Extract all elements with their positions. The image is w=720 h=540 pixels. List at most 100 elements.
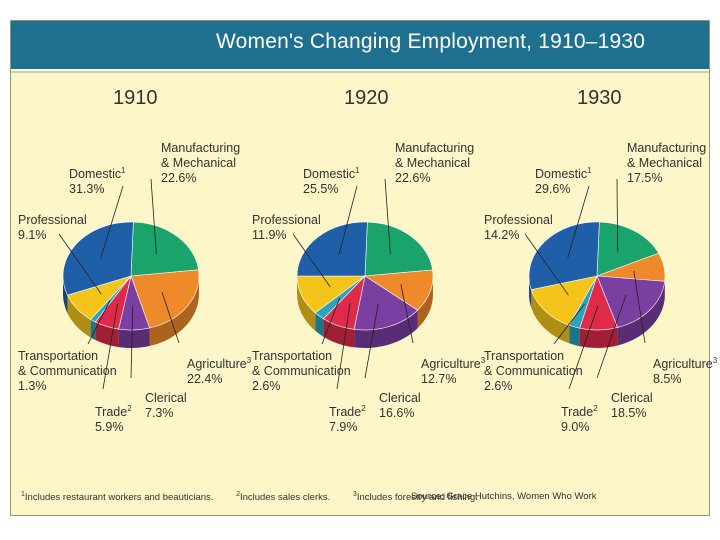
label-category-line1: Manufacturing: [395, 141, 475, 155]
pie-side-transportation-and-communication: [90, 319, 96, 340]
label-category: Domestic1: [303, 166, 360, 182]
leader-line-domestic: [338, 185, 358, 255]
label-trade-1930: Trade2 9.0%: [561, 401, 598, 435]
leader-line-trade: [336, 303, 351, 390]
label-category: Clerical: [611, 391, 653, 405]
pie-slice-manufacturing-and-mechanical: [596, 221, 660, 277]
chart-frame: Women's Changing Employment, 1910–1930 1…: [10, 20, 717, 516]
label-value: 22.4%: [187, 372, 223, 387]
label-value: 2.6%: [484, 379, 513, 393]
label-value: 11.9%: [252, 228, 287, 242]
label-category-line2: & Mechanical: [395, 156, 471, 170]
label-value: 9.0%: [561, 420, 590, 435]
pie-slice-clerical: [596, 275, 666, 328]
label-value: 9.1%: [18, 228, 47, 242]
label-category: Domestic1: [69, 166, 126, 182]
label-value: 12.7%: [421, 372, 457, 387]
pie-slice-domestic: [528, 221, 600, 291]
label-category: Trade2: [561, 404, 598, 420]
label-value: 8.5%: [653, 372, 682, 387]
leader-line-professional: [524, 233, 569, 296]
label-category: Professional: [18, 213, 87, 227]
label-value: 25.5%: [303, 182, 339, 197]
label-category-line1: Manufacturing: [627, 141, 707, 155]
label-professional-1910: Professional 9.1%: [18, 213, 87, 243]
label-category-line2: & Communication: [484, 364, 583, 378]
leader-line-domestic: [567, 185, 590, 258]
label-transportation-and-communication-1920: Transportation & Communication 2.6%: [252, 349, 351, 394]
label-category: Professional: [484, 213, 553, 227]
label-domestic-1930: Domestic1 29.6%: [535, 163, 592, 197]
label-category: Trade2: [95, 404, 132, 420]
footnote-mark: 3: [480, 356, 486, 365]
label-value: 29.6%: [535, 182, 571, 197]
pie-side-trade: [323, 318, 355, 348]
pie-side-clerical: [118, 327, 150, 348]
label-clerical-1910: Clerical 7.3%: [145, 391, 187, 421]
label-value: 1.3%: [18, 379, 47, 393]
leader-line-agriculture: [633, 270, 646, 344]
source-note: Source: Grace Hutchins, Women Who Work: [411, 491, 597, 502]
label-value: 31.3%: [69, 182, 105, 197]
label-category-line1: Transportation: [484, 349, 565, 363]
label-category-line2: & Communication: [252, 364, 351, 378]
footnote-mark: 2: [127, 404, 132, 413]
label-value: 2.6%: [252, 379, 281, 393]
pie-side-clerical: [354, 310, 418, 348]
leader-line-clerical: [130, 305, 134, 379]
label-domestic-1910: Domestic1 31.3%: [69, 163, 126, 197]
leader-line-agriculture: [161, 292, 180, 344]
title-bar: Women's Changing Employment, 1910–1930: [11, 21, 709, 69]
label-professional-1920: Professional 11.9%: [252, 213, 321, 243]
year-label-1910: 1910: [113, 87, 158, 109]
label-clerical-1930: Clerical 18.5%: [611, 391, 653, 421]
pie-chart-1910: [58, 178, 200, 390]
label-category-line2: & Mechanical: [161, 156, 237, 170]
label-manufacturing-and-mechanical-1930: Manufacturing & Mechanical 17.5%: [627, 141, 706, 186]
leader-line-manufacturing-and-mechanical: [616, 178, 619, 252]
pie-side-clerical: [617, 281, 665, 346]
label-value: 16.6%: [379, 406, 415, 420]
leader-line-domestic: [100, 185, 124, 259]
title-divider: [11, 71, 709, 73]
leader-line-manufacturing-and-mechanical: [384, 178, 391, 255]
label-clerical-1920: Clerical 16.6%: [379, 391, 421, 421]
label-category-line1: Transportation: [18, 349, 99, 363]
leader-line-transportation-and-communication: [87, 300, 111, 345]
pie-side-professional: [531, 289, 570, 344]
label-category: Professional: [252, 213, 321, 227]
label-trade-1920: Trade2 7.9%: [329, 401, 366, 435]
label-category-line1: Transportation: [252, 349, 333, 363]
leader-line-professional: [58, 233, 102, 295]
label-value: 22.6%: [395, 171, 431, 185]
pie-slice-manufacturing-and-mechanical: [364, 221, 433, 277]
leader-line-trade: [568, 305, 599, 390]
leader-line-manufacturing-and-mechanical: [150, 178, 157, 255]
label-transportation-and-communication-1910: Transportation & Communication 1.3%: [18, 349, 117, 394]
pie-side-professional: [67, 295, 91, 338]
label-transportation-and-communication-1930: Transportation & Communication 2.6%: [484, 349, 583, 394]
label-category: Agriculture3: [653, 356, 718, 372]
label-value: 7.9%: [329, 420, 358, 435]
pie-chart-1930: [524, 178, 666, 390]
year-label-1930: 1930: [577, 87, 622, 109]
label-category: Clerical: [379, 391, 421, 405]
label-agriculture-1920: Agriculture3 12.7%: [421, 353, 485, 387]
leader-line-clerical: [364, 303, 379, 379]
label-professional-1930: Professional 14.2%: [484, 213, 553, 243]
footnote-mark: 1: [587, 166, 592, 175]
label-category: Agriculture3: [187, 356, 252, 372]
label-category: Clerical: [145, 391, 187, 405]
leader-line-clerical: [596, 294, 627, 379]
pie-side-trade: [579, 327, 618, 348]
label-manufacturing-and-mechanical-1920: Manufacturing & Mechanical 22.6%: [395, 141, 474, 186]
label-category-line2: & Mechanical: [627, 156, 703, 170]
label-category: Agriculture3: [421, 356, 486, 372]
footnote-mark: 2: [593, 404, 598, 413]
leader-line-professional: [292, 233, 331, 288]
label-category: Domestic1: [535, 166, 592, 182]
pie-slice-domestic: [62, 221, 134, 296]
pie-chart-1920: [292, 178, 434, 390]
label-value: 17.5%: [627, 171, 663, 185]
chart-title: Women's Changing Employment, 1910–1930: [216, 30, 646, 53]
